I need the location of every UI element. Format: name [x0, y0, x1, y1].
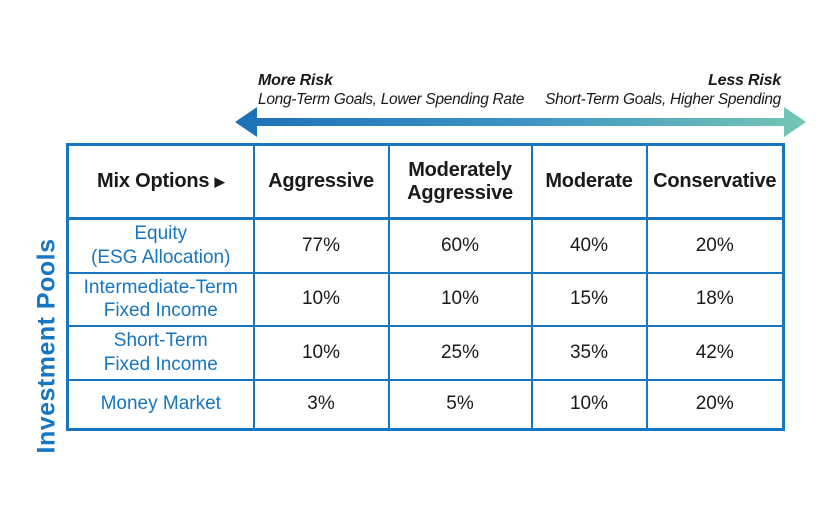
header-cell-aggressive: Aggressive	[252, 143, 390, 220]
less-risk-subtitle: Short-Term Goals, Higher Spending	[545, 91, 781, 108]
row-label-line: Fixed Income	[103, 353, 218, 375]
cell-equity-aggressive: 77%	[252, 217, 390, 274]
double-arrow-shape	[235, 107, 806, 137]
row-label-line: Equity	[134, 223, 188, 244]
cell-equity-moderately-aggressive: 60%	[387, 217, 533, 274]
cell-money-market-aggressive: 3%	[252, 378, 390, 431]
table-row-intermediate-term: Intermediate-Term Fixed Income 10% 10% 1…	[66, 271, 785, 327]
row-label-line: Money Market	[100, 393, 221, 415]
cell-intermediate-conservative: 18%	[645, 271, 785, 327]
triangle-right-icon: ▶	[214, 174, 225, 189]
cell-equity-conservative: 20%	[645, 217, 785, 274]
risk-gradient-double-arrow-icon	[235, 107, 806, 137]
row-label-line: Fixed Income	[103, 300, 218, 322]
cell-money-market-moderately-aggressive: 5%	[387, 378, 533, 431]
header-cell-moderate: Moderate	[530, 143, 648, 220]
cell-equity-moderate: 40%	[530, 217, 648, 274]
row-label-line: (ESG Allocation)	[91, 246, 231, 268]
row-label-short-term: Short-Term Fixed Income	[66, 325, 255, 381]
row-label-money-market: Money Market	[66, 378, 255, 431]
table-row-equity: Equity (ESG Allocation) 77% 60% 40% 20%	[66, 217, 785, 274]
cell-money-market-conservative: 20%	[645, 378, 785, 431]
cell-short-term-moderate: 35%	[530, 325, 648, 381]
cell-intermediate-moderately-aggressive: 10%	[387, 271, 533, 327]
header-cell-mix-options: Mix Options ▶	[66, 143, 255, 220]
cell-intermediate-moderate: 15%	[530, 271, 648, 327]
risk-label-left: More Risk Long-Term Goals, Lower Spendin…	[258, 71, 524, 109]
row-label-equity: Equity (ESG Allocation)	[66, 217, 255, 274]
cell-money-market-moderate: 10%	[530, 378, 648, 431]
more-risk-title: More Risk	[258, 72, 333, 89]
header-cell-conservative: Conservative	[645, 143, 785, 220]
cell-short-term-conservative: 42%	[645, 325, 785, 381]
row-label-line: Short-Term	[113, 330, 208, 351]
investment-pools-axis-label: Investment Pools	[32, 238, 61, 454]
row-label-intermediate-term: Intermediate-Term Fixed Income	[66, 271, 255, 327]
table-row-money-market: Money Market 3% 5% 10% 20%	[66, 378, 785, 431]
risk-label-right: Less Risk Short-Term Goals, Higher Spend…	[545, 71, 781, 109]
table-header-row: Mix Options ▶ Aggressive Moderately Aggr…	[66, 143, 785, 220]
cell-intermediate-aggressive: 10%	[252, 271, 390, 327]
cell-short-term-moderately-aggressive: 25%	[387, 325, 533, 381]
mix-options-label: Mix Options	[97, 170, 210, 192]
row-label-line: Intermediate-Term	[83, 276, 238, 298]
more-risk-subtitle: Long-Term Goals, Lower Spending Rate	[258, 91, 525, 108]
cell-short-term-aggressive: 10%	[252, 325, 390, 381]
table-row-short-term: Short-Term Fixed Income 10% 25% 35% 42%	[66, 325, 785, 381]
less-risk-title: Less Risk	[708, 72, 781, 89]
mix-options-table: Mix Options ▶ Aggressive Moderately Aggr…	[66, 143, 785, 431]
header-cell-moderately-aggressive: Moderately Aggressive	[387, 143, 533, 220]
